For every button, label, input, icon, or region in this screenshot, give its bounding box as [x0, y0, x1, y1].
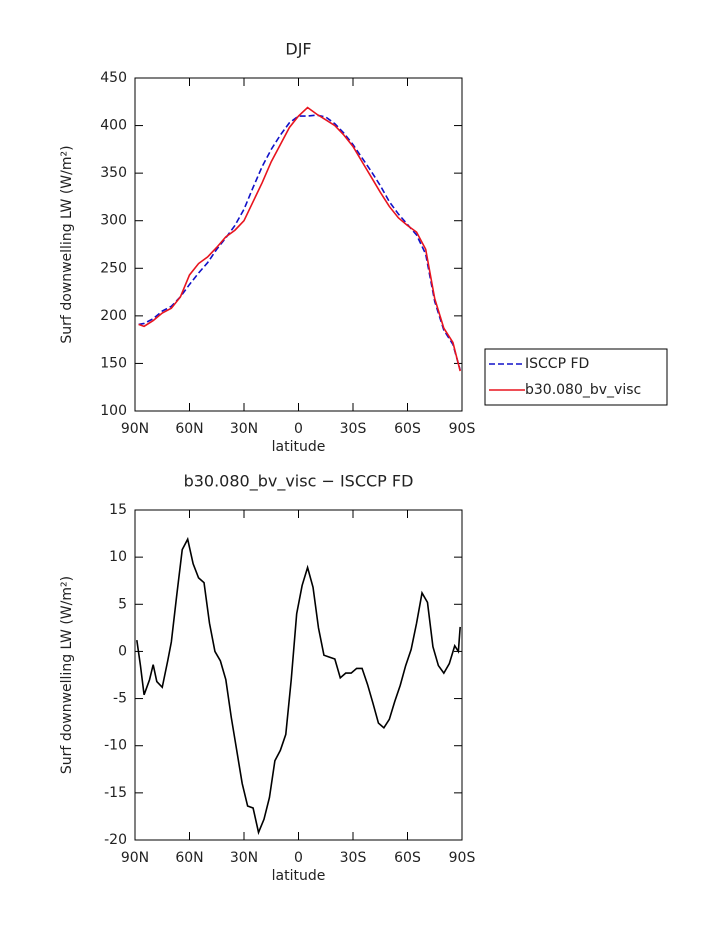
legend-label: b30.080_bv_visc: [525, 382, 641, 398]
y-tick-label: 15: [109, 502, 127, 518]
y-tick-label: -10: [104, 738, 127, 754]
x-tick-label: 90N: [121, 850, 149, 866]
x-tick-label: 60S: [394, 421, 421, 437]
x-tick-label: 90S: [449, 850, 476, 866]
y-tick-label: 200: [100, 308, 127, 324]
x-tick-label: 90S: [449, 421, 476, 437]
y-tick-label: 350: [100, 165, 127, 181]
chart-title: b30.080_bv_visc − ISCCP FD: [184, 472, 414, 492]
y-tick-label: 5: [118, 596, 127, 612]
x-tick-label: 60S: [394, 850, 421, 866]
x-axis-label: latitude: [272, 439, 326, 455]
y-tick-label: 450: [100, 70, 127, 86]
data-line: [138, 106, 461, 372]
x-axis-label: latitude: [272, 868, 326, 884]
data-line: [136, 536, 461, 836]
x-tick-label: 60N: [175, 421, 203, 437]
y-axis-label: Surf downwelling LW (W/m²): [59, 145, 75, 343]
y-tick-label: 100: [100, 403, 127, 419]
y-tick-label: 400: [100, 118, 127, 134]
chart-title: DJF: [285, 40, 311, 59]
y-tick-label: -15: [104, 785, 127, 801]
y-tick-label: 300: [100, 213, 127, 229]
plot-frame: [134, 77, 463, 412]
x-tick-label: 30S: [340, 850, 367, 866]
legend-label: ISCCP FD: [525, 356, 589, 372]
x-tick-label: 90N: [121, 421, 149, 437]
x-tick-label: 0: [294, 421, 303, 437]
legend-box: [484, 348, 668, 406]
x-tick-label: 0: [294, 850, 303, 866]
y-tick-label: 250: [100, 260, 127, 276]
y-tick-label: 150: [100, 355, 127, 371]
y-tick-label: -20: [104, 832, 127, 848]
y-tick-label: -5: [113, 691, 127, 707]
y-tick-label: 10: [109, 549, 127, 565]
x-tick-label: 30S: [340, 421, 367, 437]
x-tick-label: 60N: [175, 850, 203, 866]
plot-frame: [134, 509, 463, 841]
x-tick-label: 30N: [230, 421, 258, 437]
y-axis-label: Surf downwelling LW (W/m²): [59, 576, 75, 774]
x-tick-label: 30N: [230, 850, 258, 866]
data-line: [138, 114, 461, 371]
y-tick-label: 0: [118, 643, 127, 659]
